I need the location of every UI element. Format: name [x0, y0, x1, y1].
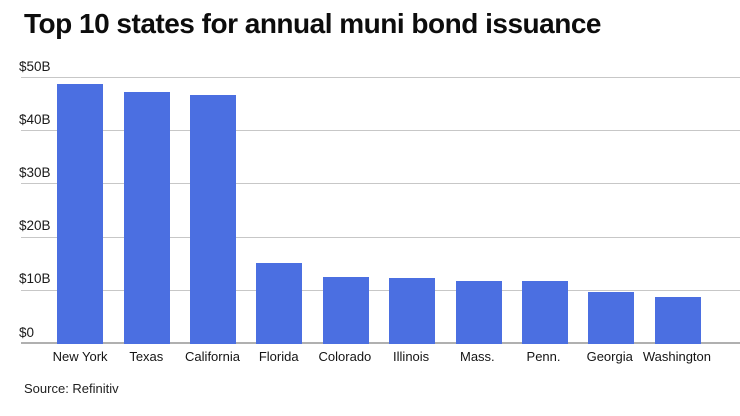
plot-area: $0 $10B $20B $30B $40B $50B	[19, 59, 740, 344]
bar-slot-washington	[645, 78, 711, 344]
bar-slot-mass	[445, 78, 511, 344]
chart-title: Top 10 states for annual muni bond issua…	[24, 8, 601, 39]
y-tick-label-20b: $20B	[19, 218, 51, 234]
y-tick-label-10b: $10B	[19, 271, 51, 287]
x-tick-label-texas: Texas	[129, 349, 164, 364]
bar-slot-new-york	[47, 78, 113, 344]
x-tick-label-washington: Washington	[642, 349, 711, 364]
x-tick-label-florida: Florida	[258, 349, 299, 364]
gridline-10b	[21, 289, 740, 291]
x-tick-label-mass: Mass.	[459, 349, 495, 364]
x-tick-label-new-york: New York	[52, 349, 108, 364]
bars-row	[47, 78, 711, 344]
y-tick-label-50b: $50B	[19, 58, 51, 74]
bar-slot-texas	[113, 78, 179, 344]
x-tick-label-colorado: Colorado	[318, 349, 372, 364]
bar-colorado	[322, 276, 369, 344]
bar-new-york	[57, 83, 104, 344]
bar-slot-georgia	[578, 78, 644, 344]
x-tick-label-penn: Penn.	[526, 349, 561, 364]
bar-georgia	[588, 292, 635, 344]
y-tick-label-30b: $30B	[19, 164, 51, 180]
bar-penn	[522, 281, 569, 344]
bar-slot-florida	[246, 78, 312, 344]
gridline-30b	[21, 183, 740, 185]
bar-slot-illinois	[379, 78, 445, 344]
y-tick-label-40b: $40B	[19, 111, 51, 127]
bar-illinois	[389, 278, 436, 344]
bar-texas	[123, 91, 170, 344]
x-tick-label-california: California	[185, 349, 240, 364]
bar-washington	[654, 296, 701, 344]
bar-slot-penn	[512, 78, 578, 344]
gridline-50b	[21, 77, 740, 78]
x-axis-labels: New York Texas California Florida Colorado Il…	[47, 349, 711, 364]
bar-california	[190, 94, 237, 344]
x-tick-label-illinois: Illinois	[393, 349, 430, 364]
bar-mass	[455, 280, 502, 344]
source-note: Source: Refinitiv	[24, 381, 119, 396]
gridline-20b	[21, 236, 740, 238]
bar-slot-colorado	[313, 78, 379, 344]
x-axis-line	[21, 342, 740, 344]
x-tick-label-georgia: Georgia	[586, 349, 633, 364]
gridline-40b	[21, 130, 740, 132]
bar-slot-california	[180, 78, 246, 344]
y-tick-label-0: $0	[19, 324, 35, 340]
bar-florida	[256, 262, 303, 344]
